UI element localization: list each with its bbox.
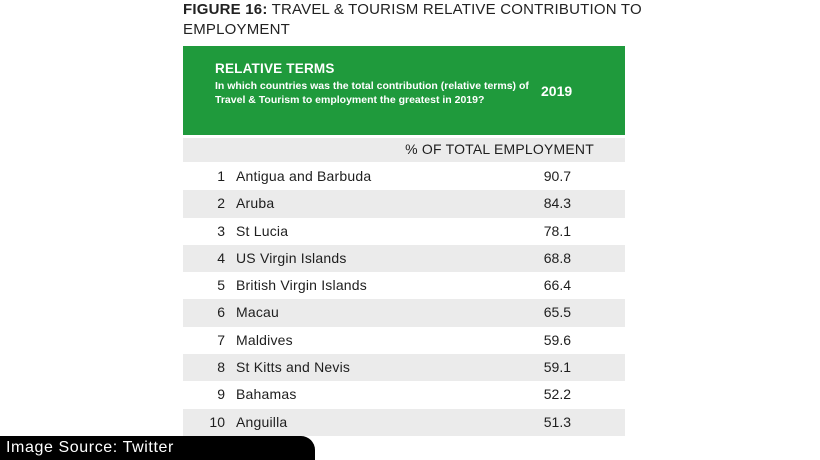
row-country: Maldives	[236, 331, 293, 348]
figure-title: FIGURE 16: TRAVEL & TOURISM RELATIVE CON…	[183, 0, 653, 40]
row-value: 59.6	[543, 331, 571, 348]
table-body: 1 Antigua and Barbuda 90.7 2 Aruba 84.3 3 St Lu…	[183, 163, 625, 436]
row-value: 68.8	[543, 249, 571, 266]
row-country: Aruba	[236, 195, 275, 212]
row-country: Antigua and Barbuda	[236, 168, 372, 184]
row-value: 78.1	[543, 222, 571, 239]
banner-heading: RELATIVE TERMS	[215, 61, 335, 76]
table-row: 6 Macau 65.5	[183, 299, 625, 327]
row-value: 59.1	[543, 359, 571, 376]
table-row: 8 St Kitts and Nevis 59.1	[183, 354, 625, 382]
image-source-label: Image Source: Twitter	[6, 439, 174, 456]
table-row: 10 Anguilla 51.3	[183, 408, 625, 436]
image-source-tag: Image Source: Twitter	[0, 436, 315, 460]
table-row: 9 Bahamas 52.2	[183, 381, 625, 408]
row-value: 52.2	[543, 386, 571, 403]
row-rank: 5	[217, 277, 225, 294]
row-value: 66.4	[543, 277, 571, 294]
row-rank: 6	[217, 304, 225, 321]
banner-question: In which countries was the total contrib…	[215, 80, 529, 106]
table-row: 1 Antigua and Barbuda 90.7	[183, 163, 625, 190]
column-header-row: % OF TOTAL EMPLOYMENT	[183, 138, 625, 162]
row-rank: 10	[209, 413, 225, 430]
row-country: Anguilla	[236, 413, 288, 430]
row-rank: 3	[217, 222, 225, 239]
row-rank: 1	[217, 168, 225, 184]
row-country: US Virgin Islands	[236, 249, 347, 266]
table-banner: RELATIVE TERMS In which countries was th…	[183, 46, 625, 135]
row-value: 65.5	[543, 304, 571, 321]
row-country: St Lucia	[236, 222, 289, 239]
figure-title-text: TRAVEL & TOURISM RELATIVE CONTRIBUTION T…	[183, 1, 642, 38]
row-rank: 4	[217, 249, 225, 266]
table-row: 7 Maldives 59.6	[183, 327, 625, 354]
row-country: British Virgin Islands	[236, 277, 367, 294]
row-rank: 7	[217, 331, 225, 348]
figure-number: FIGURE 16:	[183, 1, 268, 18]
row-value: 90.7	[543, 168, 571, 184]
table-row: 2 Aruba 84.3	[183, 190, 625, 218]
table-row: 5 British Virgin Islands 66.4	[183, 272, 625, 299]
table-row: 3 St Lucia 78.1	[183, 218, 625, 245]
row-rank: 9	[217, 386, 225, 403]
row-country: Bahamas	[236, 386, 297, 403]
row-country: Macau	[236, 304, 280, 321]
column-header-label: % OF TOTAL EMPLOYMENT	[405, 141, 594, 157]
row-rank: 8	[217, 359, 225, 376]
banner-year: 2019	[541, 83, 573, 99]
row-value: 51.3	[543, 413, 571, 430]
table-row: 4 US Virgin Islands 68.8	[183, 244, 625, 273]
row-country: St Kitts and Nevis	[236, 359, 351, 376]
row-value: 84.3	[543, 195, 571, 212]
row-rank: 2	[217, 195, 225, 212]
